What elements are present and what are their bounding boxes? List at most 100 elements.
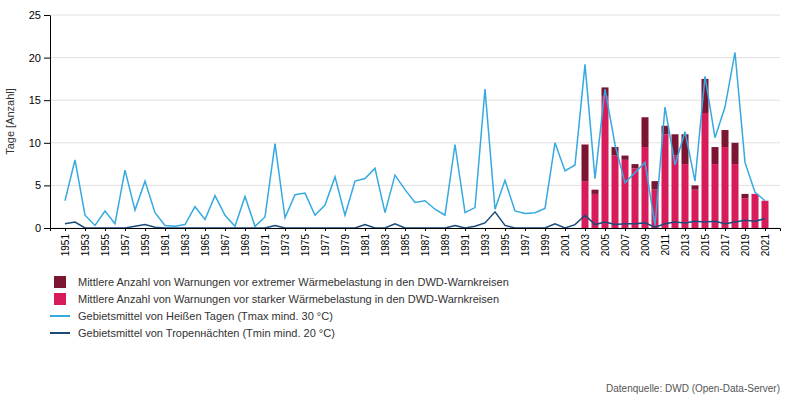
- x-tick: 1979: [340, 228, 351, 256]
- bar: [692, 185, 699, 189]
- x-tick: 1973: [280, 228, 291, 256]
- x-tick-mark: [245, 228, 246, 231]
- x-tick-label: 2017: [720, 234, 731, 257]
- x-tick-label: 1977: [320, 234, 331, 257]
- legend-swatch: [50, 332, 70, 334]
- bar: [722, 130, 729, 147]
- x-tick-label: 1979: [340, 234, 351, 257]
- x-tick-label: 1997: [520, 234, 531, 257]
- x-tick-mark: [365, 228, 366, 231]
- x-tick-label: 2019: [740, 234, 751, 257]
- annotation: Datenquelle: DWD (Open-Data-Server): [606, 383, 780, 394]
- x-tick-label: 1987: [420, 234, 431, 257]
- x-tick-label: 1963: [180, 234, 191, 257]
- x-tick-mark: [725, 228, 726, 231]
- x-tick-label: 1981: [360, 234, 371, 257]
- x-tick-mark: [645, 228, 646, 231]
- x-tick-mark: [565, 228, 566, 231]
- legend-label: Mittlere Anzahl von Warnungen vor starke…: [78, 293, 499, 305]
- x-tick: 2011: [660, 228, 671, 256]
- bar: [582, 181, 589, 228]
- bar: [632, 168, 639, 228]
- x-tick: 1985: [400, 228, 411, 256]
- x-tick-label: 1993: [480, 234, 491, 257]
- x-tick: 1993: [480, 228, 491, 256]
- x-tick-mark: [345, 228, 346, 231]
- bar: [582, 145, 589, 182]
- x-tick-mark: [125, 228, 126, 231]
- x-tick-label: 1955: [100, 234, 111, 257]
- x-tick: 1959: [140, 228, 151, 256]
- line: [65, 212, 765, 228]
- x-tick-label: 1975: [300, 234, 311, 257]
- legend-label: Gebietsmittel von Tropenнächten (Tmin mi…: [78, 327, 335, 339]
- x-tick: 1953: [80, 228, 91, 256]
- x-tick-mark: [265, 228, 266, 231]
- x-tick-mark: [105, 228, 106, 231]
- x-tick-mark: [205, 228, 206, 231]
- x-tick-mark: [705, 228, 706, 231]
- x-tick-mark: [465, 228, 466, 231]
- y-tick: 10: [29, 137, 50, 149]
- bar: [622, 160, 629, 228]
- bar: [732, 143, 739, 164]
- x-tick: 2013: [680, 228, 691, 256]
- y-tick: 5: [35, 179, 50, 191]
- bar: [732, 164, 739, 228]
- x-tick-label: 1961: [160, 234, 171, 257]
- x-tick-label: 1967: [220, 234, 231, 257]
- y-tick-mark: [44, 100, 50, 101]
- x-tick-label: 1959: [140, 234, 151, 257]
- x-tick-label: 1999: [540, 234, 551, 257]
- y-tick-label: 10: [29, 137, 41, 149]
- x-tick-mark: [665, 228, 666, 231]
- x-tick-mark: [85, 228, 86, 231]
- x-tick: 2005: [600, 228, 611, 256]
- x-tick: 2003: [580, 228, 591, 256]
- x-tick-mark: [65, 228, 66, 231]
- x-tick: 1965: [200, 228, 211, 256]
- legend-swatch: [54, 276, 66, 288]
- x-tick-mark: [685, 228, 686, 231]
- x-tick: 1997: [520, 228, 531, 256]
- bar: [742, 198, 749, 228]
- y-tick-label: 15: [29, 94, 41, 106]
- x-tick-label: 2013: [680, 234, 691, 257]
- x-tick: 1967: [220, 228, 231, 256]
- x-tick-mark: [145, 228, 146, 231]
- x-tick: 1971: [260, 228, 271, 256]
- x-tick-mark: [325, 228, 326, 231]
- x-tick-label: 1957: [120, 234, 131, 257]
- x-tick-label: 1965: [200, 234, 211, 257]
- x-tick: 2001: [560, 228, 571, 256]
- x-axis: 1951195319551957195919611963196519671969…: [51, 228, 781, 256]
- bar: [722, 147, 729, 228]
- bar: [712, 164, 719, 228]
- x-tick-label: 1969: [240, 234, 251, 257]
- bar: [632, 164, 639, 168]
- bar: [762, 201, 769, 228]
- x-tick-label: 1985: [400, 234, 411, 257]
- y-tick-label: 5: [35, 179, 41, 191]
- x-tick-label: 1971: [260, 234, 271, 257]
- x-tick-mark: [385, 228, 386, 231]
- legend-swatch: [54, 293, 66, 305]
- marks: [65, 52, 769, 228]
- bar: [682, 164, 689, 228]
- x-tick-mark: [505, 228, 506, 231]
- grid-line: [50, 100, 780, 101]
- x-tick-label: 2005: [600, 234, 611, 257]
- x-tick-label: 1991: [460, 234, 471, 257]
- y-tick: 25: [29, 9, 50, 21]
- bar: [622, 156, 629, 160]
- x-tick: 1955: [100, 228, 111, 256]
- x-tick: 1961: [160, 228, 171, 256]
- y-tick-label: 25: [29, 9, 41, 21]
- x-tick: 2021: [760, 228, 771, 256]
- x-tick-mark: [225, 228, 226, 231]
- y-axis-title: Tage [Anzahl]: [4, 88, 16, 155]
- bar: [592, 190, 599, 194]
- x-tick: 1975: [300, 228, 311, 256]
- y-tick-mark: [44, 15, 50, 16]
- legend-label: Mittlere Anzahl von Warnungen vor extrem…: [78, 276, 509, 288]
